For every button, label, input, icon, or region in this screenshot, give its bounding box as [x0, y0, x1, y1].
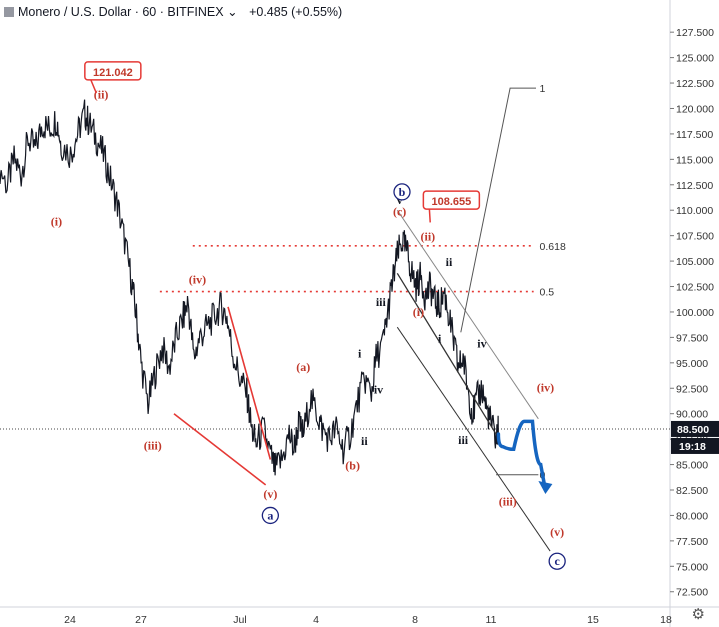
wave-label: i — [438, 331, 442, 345]
countdown-tag — [671, 437, 719, 454]
fib-label: 1 — [540, 83, 546, 95]
chevron-down-icon[interactable]: ⌄ — [227, 5, 238, 19]
y-tick-label: 95.000 — [676, 358, 708, 370]
price-callout-box — [422, 190, 481, 210]
price-callout-text: 108.655 — [431, 196, 471, 208]
x-tick-label: 24 — [64, 614, 76, 626]
wave-label: iii — [376, 295, 387, 309]
fib-label: 0.5 — [540, 287, 555, 299]
channel-line — [396, 326, 551, 552]
y-tick-label: 72.500 — [676, 587, 708, 599]
wave-label: (v) — [550, 525, 564, 539]
wave-circle — [393, 183, 411, 201]
chart-header: Monero / U.S. Dollar · 60 · BITFINEX ⌄ +… — [4, 4, 342, 19]
wedge-line — [173, 413, 267, 486]
wave-circle — [261, 506, 280, 525]
x-tick-label: 15 — [587, 614, 599, 626]
y-tick-label: 80.000 — [676, 510, 708, 522]
wave-label: ii — [446, 255, 453, 269]
wave-label: (iv) — [189, 272, 206, 286]
y-tick-label: 122.500 — [676, 78, 714, 90]
price-callout-box — [84, 61, 142, 81]
y-tick-label: 85.000 — [676, 460, 708, 472]
y-tick-label: 105.000 — [676, 256, 714, 268]
wave-label: ii — [361, 434, 368, 448]
wave-label: (iii) — [144, 438, 162, 452]
x-tick-label: Jul — [233, 614, 246, 626]
wave-label: iii — [458, 433, 469, 447]
wave-label: (v) — [263, 487, 277, 501]
wave-label: (i) — [51, 214, 62, 228]
tradingview-logo-icon — [4, 7, 14, 17]
x-tick-label: 18 — [660, 614, 672, 626]
y-tick-label: 102.500 — [676, 282, 714, 294]
y-tick-label: 90.000 — [676, 409, 708, 421]
gear-icon[interactable]: ⚙ — [691, 605, 705, 623]
last-price-tag — [671, 420, 719, 437]
y-tick-label: 110.000 — [676, 205, 713, 217]
wave-label: (ii) — [421, 230, 436, 244]
wave-label: (c) — [393, 204, 406, 218]
last-price-text: 88.500 — [677, 424, 709, 436]
wave-label: (a) — [296, 360, 310, 374]
y-tick-label: 107.500 — [676, 231, 714, 243]
price-change: +0.485 (+0.55%) — [249, 5, 343, 19]
price-callout-arrow — [90, 79, 98, 94]
x-tick-label: 11 — [486, 614, 497, 626]
wave-circle-label: c — [554, 554, 560, 568]
x-tick-label: 27 — [135, 614, 147, 626]
price-candles — [0, 99, 499, 476]
x-tick-label: 4 — [313, 614, 319, 626]
wave-label: iv — [477, 337, 486, 351]
price-callout-text: 121.042 — [93, 67, 133, 79]
wave-circle-label: a — [267, 508, 273, 522]
wave-label: (b) — [345, 459, 360, 473]
wave-label: i — [358, 347, 362, 361]
y-tick-label: 112.500 — [676, 180, 713, 192]
y-tick-label: 100.000 — [676, 307, 714, 319]
price-callout-arrow — [428, 209, 431, 223]
x-tick-label: 8 — [412, 614, 418, 626]
wave-label: (iii) — [499, 494, 517, 508]
y-tick-label: 120.000 — [676, 103, 714, 115]
y-tick-label: 125.000 — [676, 53, 714, 65]
y-tick-label: 117.500 — [676, 129, 713, 141]
channel-line — [396, 272, 497, 435]
y-tick-label: 77.500 — [676, 536, 708, 548]
wave-label: (i) — [413, 305, 424, 319]
y-tick-label: 75.000 — [676, 561, 708, 573]
wave-label: iv — [374, 382, 383, 396]
channel-line — [396, 209, 539, 420]
y-tick-label: 92.500 — [676, 383, 708, 395]
projection-arrowhead — [538, 481, 553, 494]
y-tick-label: 115.000 — [676, 154, 713, 166]
y-tick-label: 82.500 — [676, 485, 708, 497]
symbol-title[interactable]: Monero / U.S. Dollar · 60 · BITFINEX — [18, 5, 224, 19]
countdown-text: 19:18 — [679, 441, 706, 453]
fib-label: 0.618 — [540, 241, 566, 253]
wedge-line — [227, 306, 272, 460]
projection-path — [496, 419, 548, 492]
wave-label: (ii) — [94, 87, 109, 101]
wave-label: (iv) — [537, 380, 554, 394]
wave-circle-label: b — [399, 185, 406, 199]
y-tick-label: 97.500 — [676, 332, 708, 344]
y-tick-label: 127.500 — [676, 27, 714, 39]
wave-circle — [548, 552, 566, 570]
fib-tool-line — [460, 87, 536, 333]
